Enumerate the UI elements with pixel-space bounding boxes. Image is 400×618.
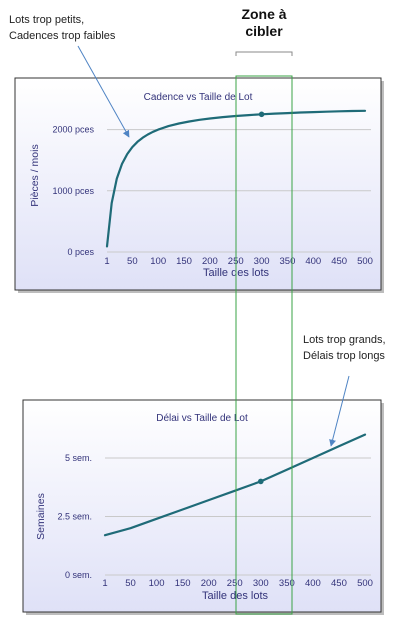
zone-title-line-2: cibler bbox=[245, 23, 283, 39]
chart-2: Délai vs Taille de Lot 0 sem. 2.5 sem. 5 se… bbox=[22, 399, 384, 615]
target-zone bbox=[235, 75, 293, 615]
y-axis-label: Pièces / mois bbox=[29, 144, 41, 206]
x-tick-label: 1 bbox=[104, 256, 109, 267]
x-tick-label: 450 bbox=[331, 256, 347, 267]
chart-panel bbox=[22, 399, 382, 613]
annotation-large-lots-line-1: Lots trop grands, bbox=[303, 334, 386, 346]
x-tick-label: 350 bbox=[280, 256, 296, 267]
x-tick-label: 400 bbox=[305, 256, 321, 267]
x-tick-label: 500 bbox=[357, 256, 373, 267]
x-axis-label: Taille des lots bbox=[202, 590, 269, 602]
x-tick-label: 150 bbox=[176, 256, 192, 267]
annotation-large-lots-line-2: Délais trop longs bbox=[303, 350, 385, 362]
annotation-small-lots-line-1: Lots trop petits, bbox=[9, 14, 85, 26]
large-lots-arrow bbox=[329, 375, 350, 447]
x-tick-label: 400 bbox=[305, 578, 321, 589]
x-tick-label: 350 bbox=[279, 578, 295, 589]
y-tick-label: 5 sem. bbox=[65, 453, 92, 463]
zone-title-line-1: Zone à bbox=[241, 6, 287, 22]
x-tick-label: 100 bbox=[150, 256, 166, 267]
y-axis-label: Semaines bbox=[35, 493, 47, 540]
x-tick-label: 200 bbox=[201, 578, 217, 589]
series-line bbox=[105, 109, 367, 248]
x-tick-label: 450 bbox=[331, 578, 347, 589]
x-tick-label: 50 bbox=[125, 578, 136, 589]
x-tick-label: 300 bbox=[254, 256, 270, 267]
annotation-large-lots: Lots trop grands, Délais trop longs bbox=[303, 332, 386, 364]
x-tick-label: 500 bbox=[357, 578, 373, 589]
annotation-small-lots-line-2: Cadences trop faibles bbox=[9, 30, 116, 42]
chart-1: Cadence vs Taille de Lot 0 pces 1000 pces 2… bbox=[14, 77, 384, 293]
chart-title: Délai vs Taille de Lot bbox=[156, 413, 248, 424]
x-tick-label: 100 bbox=[149, 578, 165, 589]
y-tick-label: 0 pces bbox=[67, 247, 94, 257]
highlight-point bbox=[258, 111, 265, 118]
x-tick-label: 300 bbox=[253, 578, 269, 589]
y-tick-label: 2.5 sem. bbox=[57, 512, 92, 522]
small-lots-arrow bbox=[77, 45, 130, 138]
zone-title: Zone à cibler bbox=[222, 6, 306, 40]
x-tick-label: 150 bbox=[175, 578, 191, 589]
y-tick-label: 0 sem. bbox=[65, 570, 92, 580]
x-tick-label: 250 bbox=[227, 578, 243, 589]
highlight-point bbox=[257, 478, 264, 485]
chart-panel bbox=[14, 77, 382, 291]
x-tick-label: 50 bbox=[127, 256, 138, 267]
y-tick-label: 1000 pces bbox=[52, 186, 94, 196]
series-line bbox=[103, 433, 367, 537]
y-tick-label: 2000 pces bbox=[52, 125, 94, 135]
x-tick-label: 1 bbox=[102, 578, 107, 589]
chart-title: Cadence vs Taille de Lot bbox=[144, 92, 253, 103]
zone-bracket bbox=[235, 51, 293, 56]
annotation-small-lots: Lots trop petits, Cadences trop faibles bbox=[9, 12, 115, 44]
x-tick-label: 200 bbox=[202, 256, 218, 267]
